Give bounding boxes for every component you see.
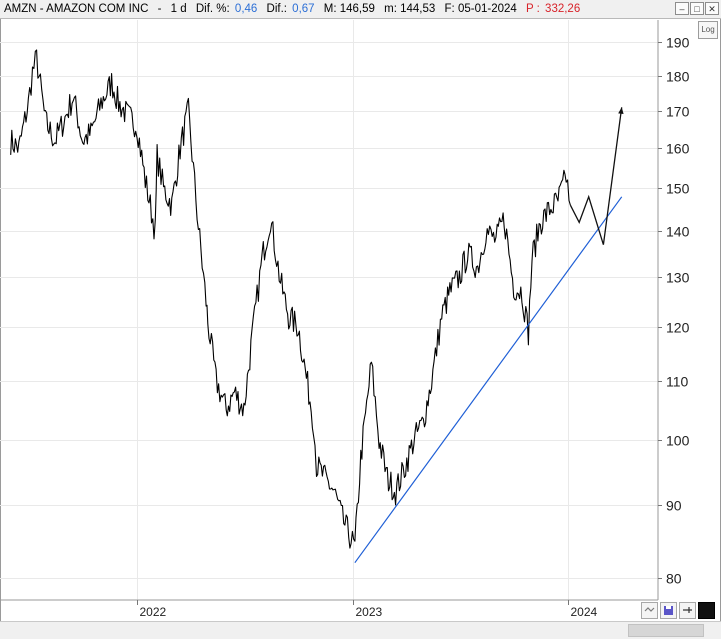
symbol-label: AMZN - AMAZON COM INC (4, 3, 149, 15)
p-value: 332,26 (545, 3, 581, 15)
y-tick-label: 80 (666, 571, 682, 587)
annotations (354, 107, 624, 564)
dif-value: 0,67 (292, 3, 315, 15)
floppy-icon[interactable] (660, 602, 677, 619)
price-series-group (10, 49, 571, 549)
y-tick-label: 130 (666, 270, 690, 286)
y-tick-label: 160 (666, 141, 690, 157)
close-button[interactable]: ✕ (705, 2, 719, 15)
y-tick-label: 90 (666, 498, 682, 514)
x-tick-label: 2023 (356, 605, 383, 619)
window-controls: – □ ✕ (675, 2, 719, 15)
minimize-button[interactable]: – (675, 2, 689, 15)
projection-arrowhead (618, 107, 624, 115)
min-label: m: (384, 3, 397, 15)
date-label: F: (444, 3, 455, 15)
x-tick-label: 2024 (571, 605, 598, 619)
scrollbar[interactable] (0, 621, 721, 639)
y-tick-label: 140 (666, 224, 690, 240)
projection-path (569, 107, 623, 245)
max-value: 146,59 (339, 3, 375, 15)
dif-pct-value: 0,46 (234, 3, 258, 15)
p-label: P : (525, 3, 540, 15)
header-separator: - (157, 3, 162, 15)
zoom-icon[interactable] (641, 602, 658, 619)
grid (0, 20, 658, 600)
maximize-button[interactable]: □ (690, 2, 704, 15)
price-line (10, 49, 571, 549)
trendline (354, 196, 623, 564)
log-scale-button[interactable]: Log (698, 21, 718, 39)
dif-label: Dif.: (266, 3, 287, 15)
y-tick-label: 110 (666, 374, 689, 390)
pin-icon[interactable] (679, 602, 696, 619)
y-tick-label: 150 (666, 181, 690, 197)
max-label: M: (323, 3, 337, 15)
chart-toolbar (641, 602, 715, 619)
y-tick-label: 170 (666, 104, 690, 120)
y-tick-label: 190 (666, 35, 690, 51)
y-tick-label: 120 (666, 320, 690, 336)
axes: 190 180 170 160 150 140 130 120 110 100 90 80 2022 20… (0, 20, 690, 619)
y-tick-label: 100 (666, 433, 690, 449)
color-square-icon[interactable] (698, 602, 715, 619)
dif-pct-label: Dif. %: (195, 3, 230, 15)
y-tick-label: 180 (666, 69, 690, 85)
scroll-thumb[interactable] (628, 624, 704, 637)
date-value: 05-01-2024 (457, 3, 517, 15)
chart-header: AMZN - AMAZON COM INC - 1 d Dif. %: 0,46… (0, 0, 721, 19)
min-value: 144,53 (400, 3, 436, 15)
x-tick-label: 2022 (140, 605, 167, 619)
period-label[interactable]: 1 d (170, 3, 187, 15)
scroll-track[interactable] (2, 625, 628, 637)
